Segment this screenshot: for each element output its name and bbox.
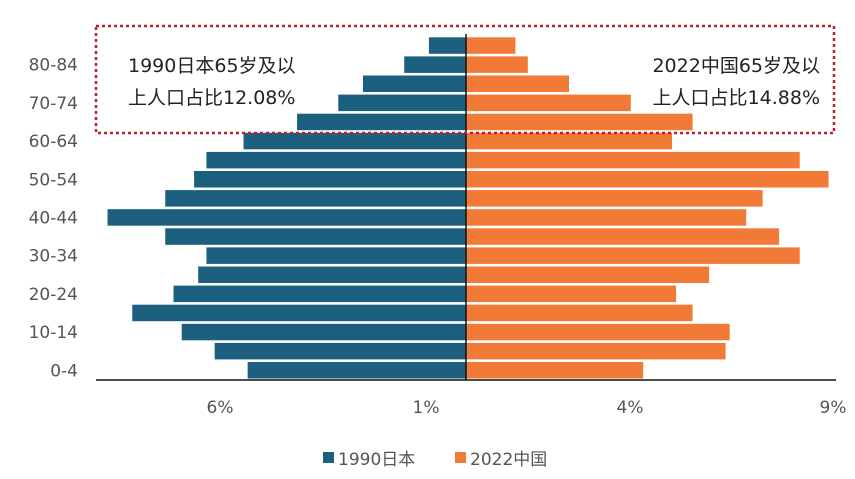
bar-japan-70-74 — [338, 94, 466, 112]
bar-china-50-54 — [466, 171, 829, 188]
bar-china-15-19 — [466, 304, 693, 322]
bar-china-35-39 — [466, 228, 780, 245]
bar-china-10-14 — [466, 323, 730, 341]
bar-japan-45-49 — [165, 190, 467, 207]
bar-china-85+ — [466, 37, 516, 54]
legend-swatch-china — [455, 452, 466, 463]
x-axis-tick-labels: 6% 1% 4% 9% — [207, 398, 847, 418]
legend-swatch-japan — [323, 452, 334, 463]
annotation-japan-line1: 1990日本65岁及以 — [128, 55, 296, 77]
bar-china-25-29 — [466, 266, 710, 283]
y-tick-40-44: 40-44 — [29, 208, 78, 228]
y-axis-tick-labels: 0-4 10-14 20-24 30-34 40-44 50-54 60-64 70-74 80… — [29, 56, 78, 382]
x-tick-3: 9% — [820, 398, 847, 418]
annotation-japan-line2: 上人口占比12.08% — [128, 87, 295, 109]
bar-china-75-79 — [466, 75, 569, 92]
bar-japan-0-4 — [247, 362, 466, 379]
y-tick-70-74: 70-74 — [29, 94, 78, 114]
bar-japan-50-54 — [194, 171, 466, 188]
bar-japan-85+ — [428, 37, 466, 54]
bar-japan-20-24 — [173, 285, 467, 303]
bar-japan-40-44 — [107, 209, 466, 226]
bar-china-40-44 — [466, 209, 747, 226]
bar-china-60-64 — [466, 132, 672, 150]
bar-china-0-4 — [466, 362, 644, 379]
y-tick-0-4: 0-4 — [50, 361, 78, 381]
bar-japan-30-34 — [206, 247, 466, 264]
legend: 1990日本 2022中国 — [323, 450, 547, 470]
bar-japan-75-79 — [363, 75, 466, 92]
x-tick-1: 1% — [413, 398, 440, 418]
bar-china-55-59 — [466, 151, 800, 169]
bar-japan-15-19 — [132, 304, 466, 322]
bar-japan-80-84 — [404, 56, 466, 73]
series-2022-china-bars — [466, 37, 829, 379]
x-tick-2: 4% — [617, 398, 644, 418]
elderly-highlight-box — [94, 24, 836, 135]
bar-china-65-69 — [466, 113, 693, 131]
bar-china-5-9 — [466, 342, 726, 360]
legend-label-japan: 1990日本 — [338, 450, 415, 470]
bar-china-30-34 — [466, 247, 800, 264]
bar-japan-10-14 — [181, 323, 466, 341]
y-tick-20-24: 20-24 — [29, 285, 78, 305]
bar-china-70-74 — [466, 94, 631, 112]
annotation-china-line1: 2022中国65岁及以 — [652, 55, 820, 77]
bar-china-45-49 — [466, 190, 763, 207]
bar-japan-55-59 — [206, 151, 466, 169]
y-tick-30-34: 30-34 — [29, 247, 78, 267]
bar-china-80-84 — [466, 56, 528, 73]
y-tick-80-84: 80-84 — [29, 56, 78, 76]
annotation-china-line2: 上人口占比14.88% — [653, 87, 820, 109]
bar-china-20-24 — [466, 285, 677, 303]
x-tick-0: 6% — [207, 398, 234, 418]
y-tick-60-64: 60-64 — [29, 132, 78, 152]
bar-japan-65-69 — [297, 113, 466, 131]
bar-japan-5-9 — [214, 342, 466, 360]
legend-label-china: 2022中国 — [470, 450, 547, 470]
bar-japan-35-39 — [165, 228, 467, 245]
bar-japan-25-29 — [198, 266, 466, 283]
series-1990-japan-bars — [107, 37, 467, 379]
bar-japan-60-64 — [243, 132, 466, 150]
y-tick-10-14: 10-14 — [29, 323, 78, 343]
y-tick-50-54: 50-54 — [29, 170, 78, 190]
